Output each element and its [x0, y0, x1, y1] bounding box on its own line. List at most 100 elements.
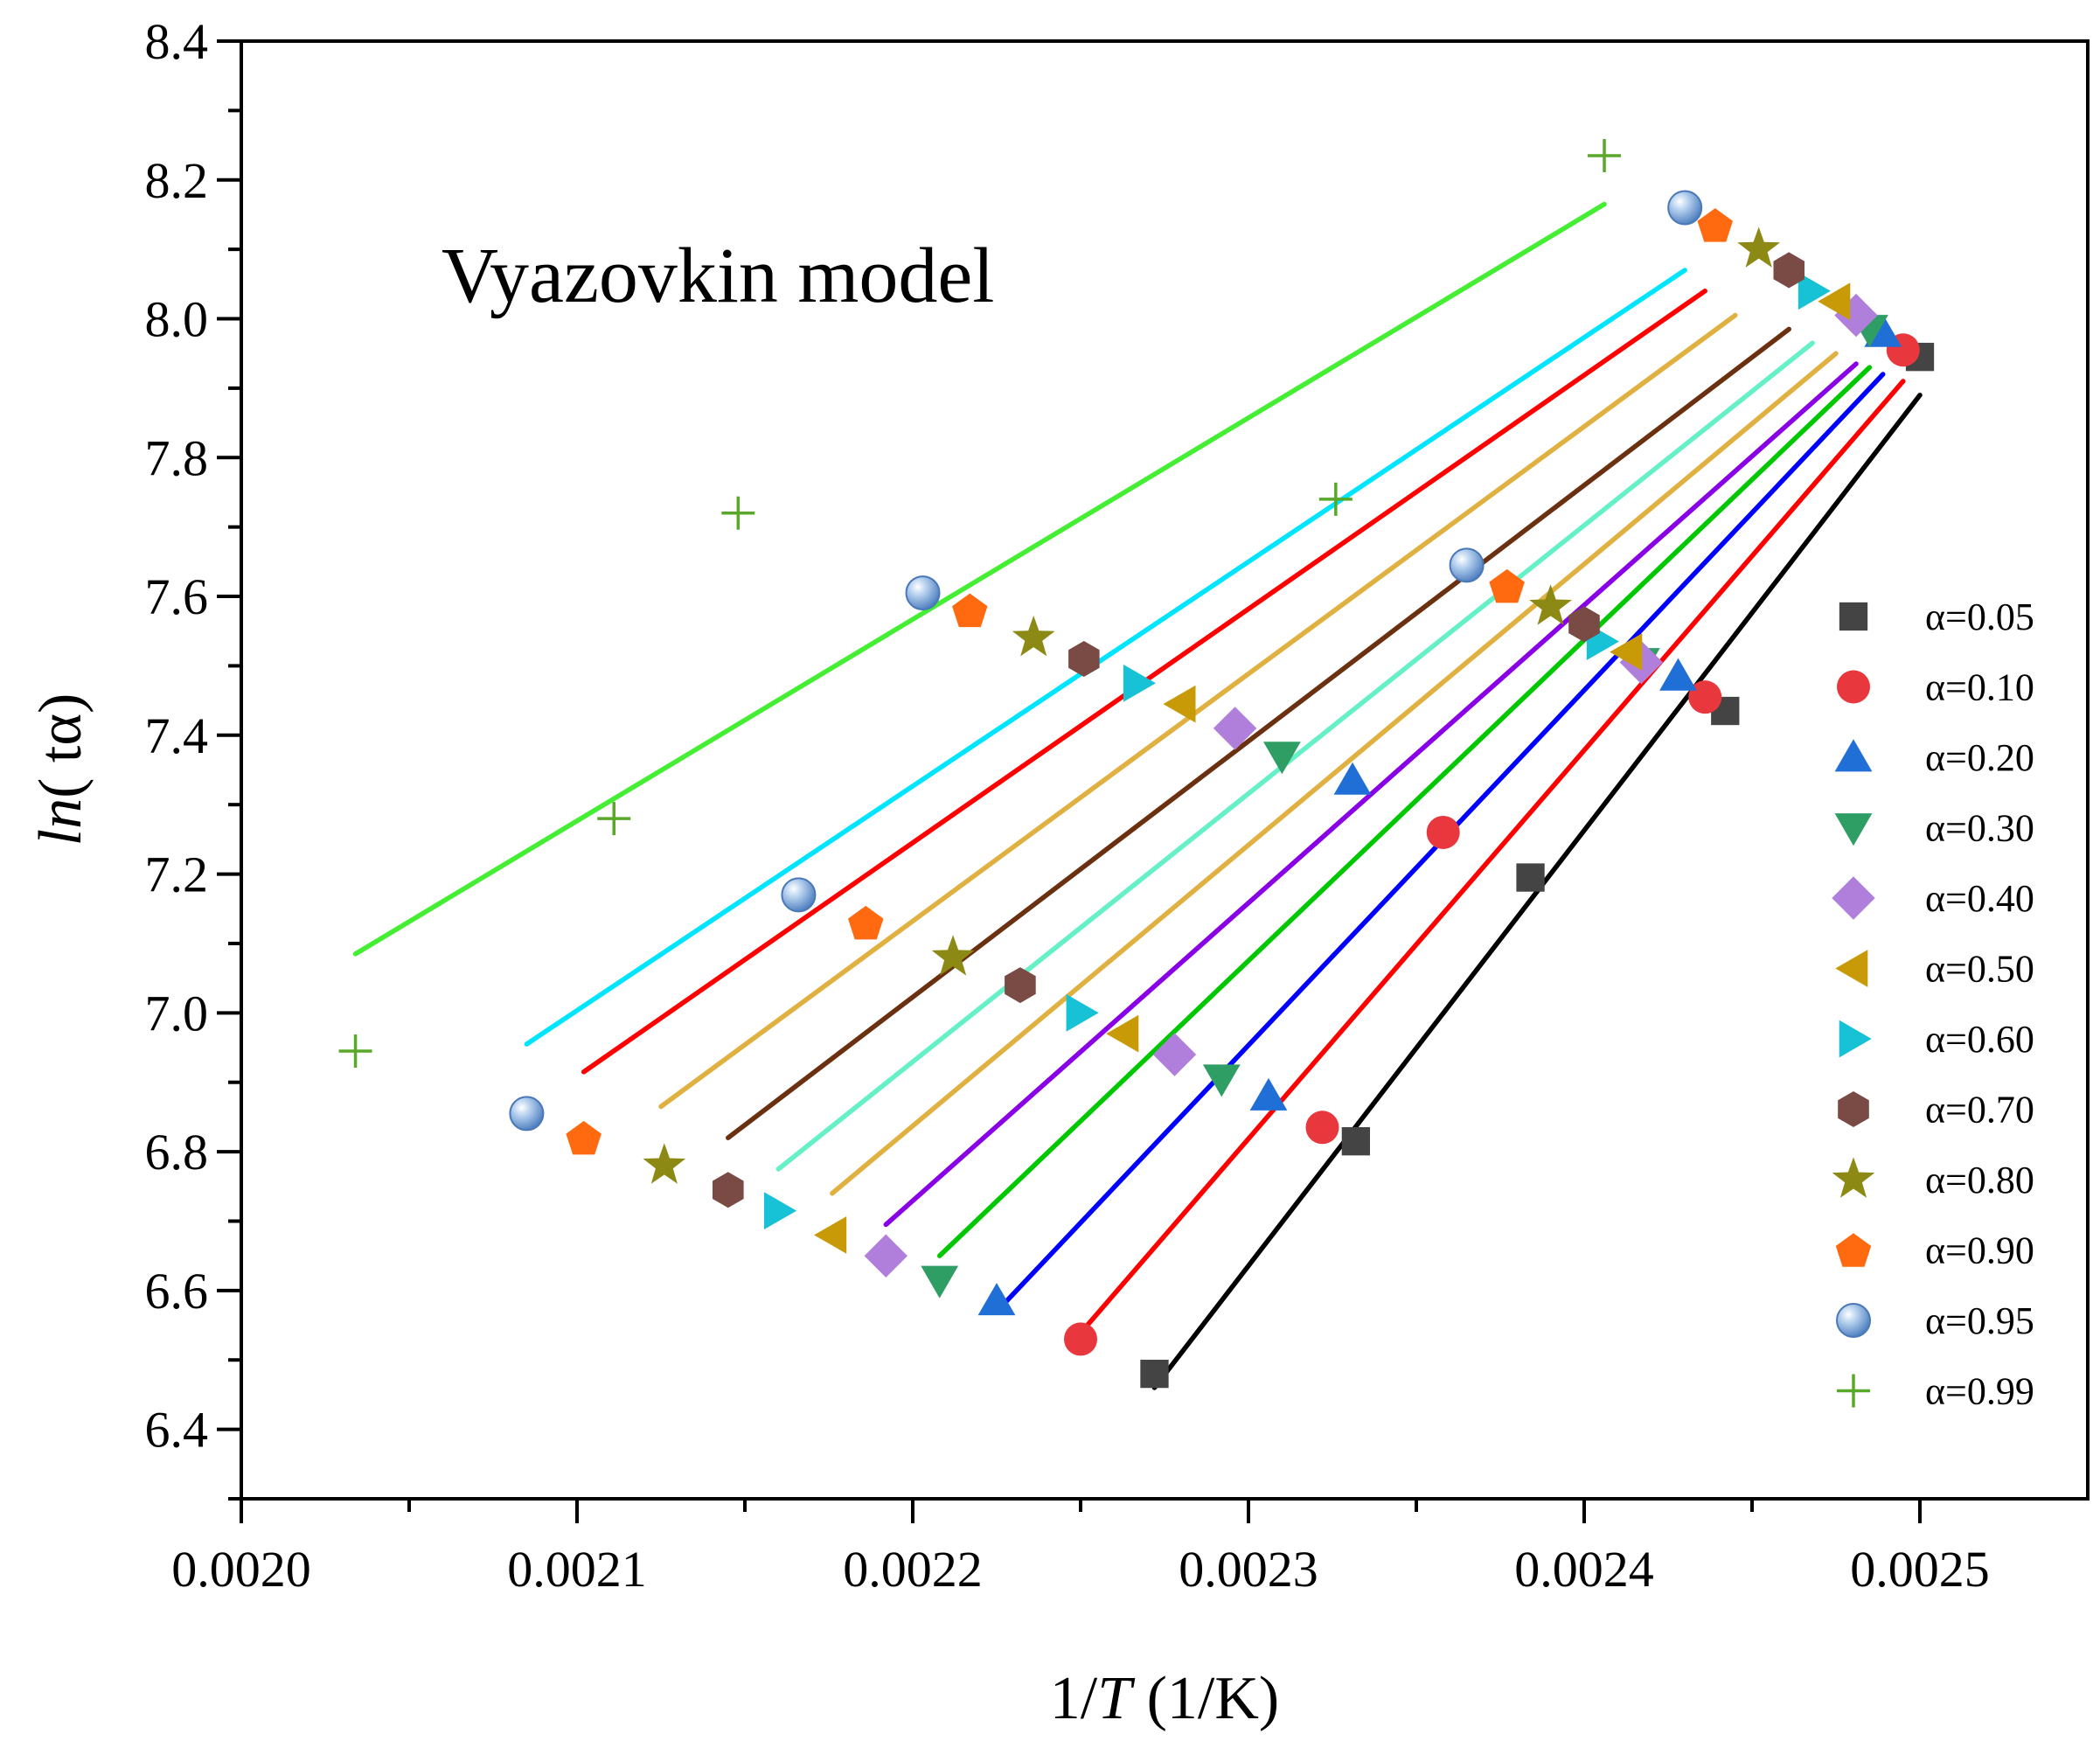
data-point [1318, 482, 1352, 516]
data-point [764, 1192, 797, 1229]
data-point [1066, 993, 1099, 1032]
legend-marker [1834, 739, 1873, 772]
data-point [1263, 742, 1301, 775]
legend-label: α=0.70 [1925, 1089, 2034, 1132]
data-point [952, 593, 988, 628]
fit-line [1084, 379, 1906, 1328]
y-tick-label: 6.4 [145, 1402, 209, 1459]
markers [338, 138, 1935, 1389]
y-tick-label: 8.0 [145, 291, 209, 348]
data-point [338, 1034, 372, 1068]
legend-marker [1839, 1020, 1872, 1058]
data-point [597, 802, 631, 836]
x-tick-label: 0.0020 [171, 1541, 311, 1598]
fit-line [726, 326, 1791, 1140]
y-tick-label: 7.0 [145, 985, 209, 1041]
legend-marker [1832, 876, 1875, 920]
legend-marker [1836, 1303, 1871, 1338]
data-point [1249, 1077, 1288, 1111]
fit-line [658, 312, 1738, 1110]
data-point [1152, 1033, 1197, 1076]
data-point [814, 1216, 847, 1254]
fit-line [936, 365, 1873, 1258]
x-axis: 0.0020 0.0021 0.0022 0.0023 0.0024 0.0025 [171, 1499, 1990, 1598]
y-tick-label: 8.2 [145, 152, 209, 209]
data-point [1064, 1322, 1097, 1356]
data-point [921, 1265, 959, 1299]
data-point [1012, 616, 1055, 657]
data-point [509, 1096, 545, 1132]
y-tick-label: 7.8 [145, 429, 209, 486]
legend-label: α=0.40 [1925, 877, 2034, 920]
legend-marker [1837, 1374, 1870, 1408]
x-tick-label: 0.0022 [843, 1541, 983, 1598]
data-point [848, 905, 884, 940]
data-point [1610, 633, 1643, 671]
fit-line [830, 351, 1839, 1196]
data-point [1106, 1014, 1139, 1053]
data-point [1305, 1111, 1339, 1145]
legend-marker [1832, 1157, 1875, 1198]
data-point [1449, 547, 1485, 583]
y-tick-label: 7.2 [145, 846, 209, 903]
data-point [1213, 707, 1257, 750]
data-point [864, 1234, 907, 1278]
data-point [643, 1143, 686, 1184]
x-tick-label: 0.0023 [1179, 1541, 1318, 1598]
plot-frame [240, 39, 2090, 1501]
legend-marker [1837, 670, 1870, 704]
legend-label: α=0.90 [1925, 1229, 2034, 1272]
data-point [1516, 863, 1545, 892]
y-axis: 6.4 6.6 6.8 7.0 7.2 7.4 7.6 7.8 8.0 8.2 8.4 [145, 13, 241, 1501]
data-point [1773, 252, 1804, 289]
legend-label: α=0.95 [1925, 1299, 2034, 1342]
data-point [1667, 190, 1703, 226]
legend-marker [1835, 1233, 1872, 1267]
legend-marker [1838, 1091, 1869, 1127]
data-point [1568, 606, 1600, 643]
fit-line [775, 340, 1815, 1172]
legend-marker [1839, 602, 1868, 631]
legend-label: α=0.30 [1925, 807, 2034, 850]
data-point [1834, 293, 1878, 338]
data-point [566, 1120, 601, 1155]
data-point [905, 575, 941, 611]
x-tick-label: 0.0025 [1850, 1541, 1990, 1598]
data-point [1333, 762, 1372, 795]
data-point [977, 1283, 1016, 1316]
y-tick-label: 7.6 [145, 568, 209, 625]
legend: α=0.05 α=0.10 α=0.20 α=0.30 α=0.40 α=0.50 α=0.… [1832, 595, 2034, 1413]
data-point [713, 1172, 744, 1208]
y-axis-title: ln( tα) [27, 693, 94, 846]
y-tick-label: 7.4 [145, 707, 209, 764]
data-point [1588, 138, 1622, 172]
data-point [1123, 664, 1156, 702]
data-point [1659, 658, 1697, 691]
data-point [1140, 1359, 1169, 1389]
data-point [1798, 272, 1831, 310]
data-point [1697, 208, 1733, 242]
data-point [1489, 568, 1525, 603]
legend-label: α=0.99 [1925, 1370, 2034, 1413]
data-point [1818, 282, 1851, 321]
data-point [1737, 226, 1781, 268]
fit-lines [352, 201, 1923, 1390]
y-tick-label: 6.8 [145, 1124, 209, 1180]
legend-label: α=0.50 [1925, 948, 2034, 991]
data-point [781, 877, 817, 913]
chart-annotation: Vyazovkin model [442, 233, 994, 319]
data-point [1068, 641, 1100, 677]
legend-marker [1834, 813, 1873, 846]
x-tick-label: 0.0021 [507, 1541, 647, 1598]
data-point [1341, 1127, 1371, 1156]
data-point [1688, 680, 1722, 714]
data-point [1005, 967, 1036, 1004]
data-point [931, 935, 975, 976]
plot-area [240, 39, 2090, 1501]
x-axis-title: 1/T (1/K) [1050, 1665, 1280, 1732]
legend-label: α=0.80 [1925, 1159, 2034, 1201]
legend-label: α=0.10 [1925, 666, 2034, 709]
data-point [1202, 1064, 1241, 1097]
data-point [721, 496, 755, 530]
